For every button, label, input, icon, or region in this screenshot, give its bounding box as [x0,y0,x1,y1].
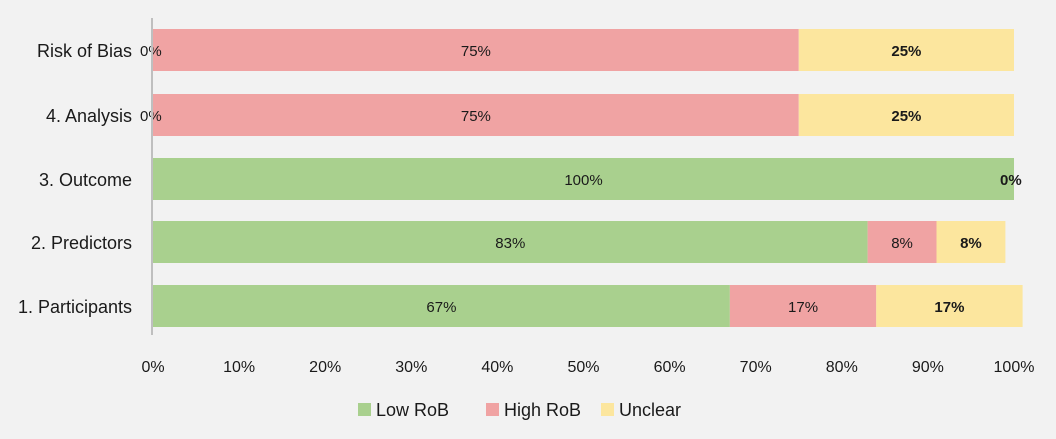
bar-2-predictors-unclear [936,221,1006,263]
bar-1-participants-low-rob [153,285,730,327]
data-label-risk-of-bias-unclear: 25% [891,43,921,60]
legend-label-high-rob: High RoB [504,400,581,420]
bar-risk-of-bias-high-rob [153,29,799,71]
bars-layer [153,29,1023,327]
data-label-risk-of-bias-low-rob: 0% [140,43,162,60]
category-label-1-participants: 1. Participants [18,297,132,317]
x-tick-label: 0% [141,359,164,376]
x-tick-label: 50% [567,359,599,376]
bar-4-analysis-high-rob [153,94,799,136]
legend-swatch-low-rob [358,403,371,416]
legend-label-low-rob: Low RoB [376,400,449,420]
data-labels-layer: 0% 75% 25% 0% 75% 25% 100% 0% 83% 8% 8% 67% 17% 17% [140,43,1022,316]
data-label-1-participants-unclear: 17% [934,299,964,316]
data-label-3-outcome-unclear: 0% [1000,172,1022,189]
bar-4-analysis-unclear [798,94,1014,136]
x-tick-label: 60% [654,359,686,376]
data-label-4-analysis-unclear: 25% [891,108,921,125]
data-label-4-analysis-high-rob: 75% [461,108,491,125]
x-tick-label: 80% [826,359,858,376]
x-tick-label: 90% [912,359,944,376]
category-label-4-analysis: 4. Analysis [46,106,132,126]
data-label-1-participants-low-rob: 67% [426,299,456,316]
data-label-3-outcome-low-rob: 100% [564,172,602,189]
category-label-risk-of-bias: Risk of Bias [37,41,132,61]
axis-layer: Risk of Bias 4. Analysis 3. Outcome 2. Pred… [18,18,1035,376]
data-label-2-predictors-unclear: 8% [960,235,982,252]
legend-swatch-high-rob [486,403,499,416]
legend-label-unclear: Unclear [619,400,681,420]
category-label-2-predictors: 2. Predictors [31,233,132,253]
x-tick-label: 70% [740,359,772,376]
legend: Low RoB High RoB Unclear [358,400,681,420]
data-label-2-predictors-high-rob: 8% [891,235,913,252]
data-label-4-analysis-low-rob: 0% [140,108,162,125]
category-label-3-outcome: 3. Outcome [39,170,132,190]
bar-3-outcome-low-rob [153,158,1014,200]
data-label-risk-of-bias-high-rob: 75% [461,43,491,60]
x-tick-label: 40% [481,359,513,376]
bar-1-participants-high-rob [729,285,877,327]
bar-2-predictors-high-rob [867,221,937,263]
data-label-1-participants-high-rob: 17% [788,299,818,316]
x-tick-label: 30% [395,359,427,376]
x-tick-label: 20% [309,359,341,376]
bar-1-participants-unclear [876,285,1023,327]
x-tick-label: 100% [994,359,1035,376]
bar-2-predictors-low-rob [153,221,868,263]
data-label-2-predictors-low-rob: 83% [495,235,525,252]
bar-risk-of-bias-unclear [798,29,1014,71]
x-tick-label: 10% [223,359,255,376]
legend-swatch-unclear [601,403,614,416]
